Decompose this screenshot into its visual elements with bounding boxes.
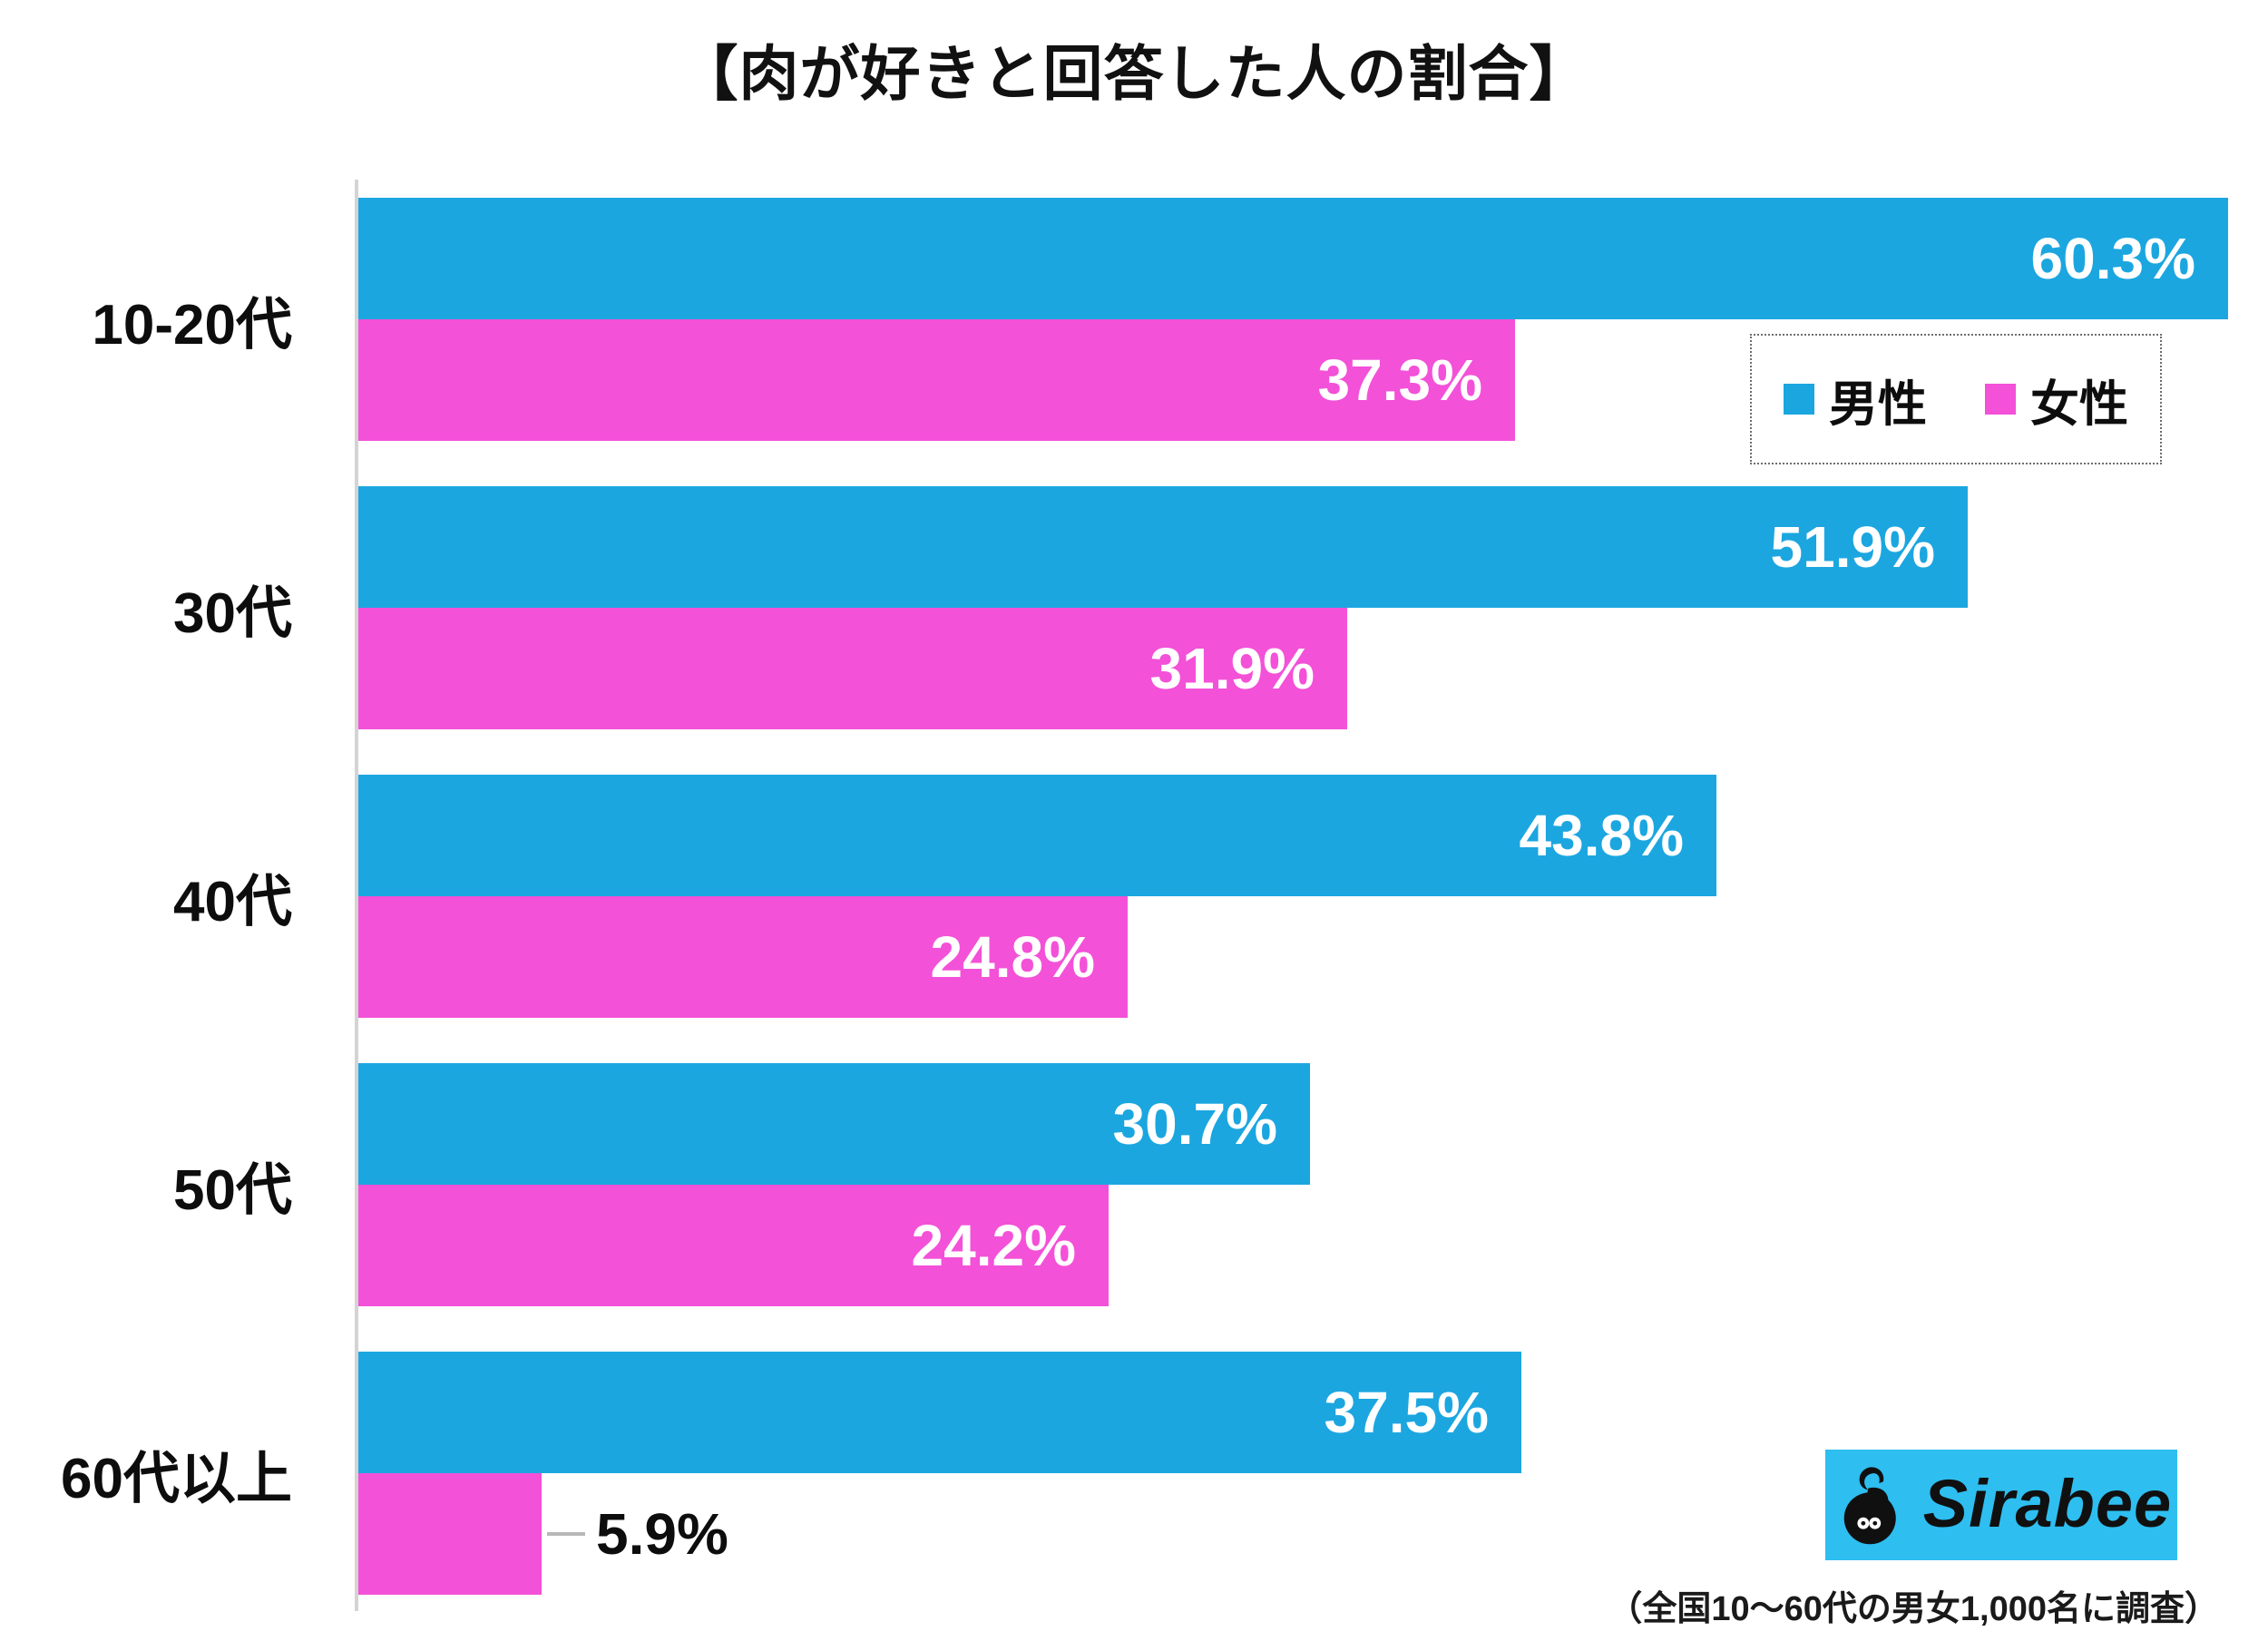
value-label: 51.9% <box>1770 514 1935 580</box>
value-label: 37.5% <box>1324 1380 1489 1445</box>
category-label-0: 10-20代 <box>92 294 292 357</box>
bar-女性-50代: 24.2% <box>358 1185 1109 1306</box>
value-label: 24.8% <box>930 924 1095 990</box>
legend-item-女性: 女性 <box>1985 364 2128 435</box>
value-label: 37.3% <box>1317 347 1482 413</box>
chart-title: 【肉が好きと回答した人の割合】 <box>678 40 1590 107</box>
sirabee-logo: Sirabee <box>1825 1450 2177 1560</box>
bar-男性-30代: 51.9% <box>358 486 1968 608</box>
bar-男性-40代: 43.8% <box>358 775 1716 896</box>
y-axis-line <box>355 180 358 1611</box>
value-label: 24.2% <box>911 1213 1076 1278</box>
legend-swatch-icon <box>1784 384 1814 415</box>
bar-女性-60代以上 <box>358 1473 542 1595</box>
value-label: 43.8% <box>1519 803 1684 868</box>
legend-label: 男性 <box>1829 376 1927 432</box>
value-label: 31.9% <box>1149 636 1315 701</box>
value-label-outside: 5.9% <box>596 1501 728 1567</box>
bar-女性-10-20代: 37.3% <box>358 319 1515 441</box>
legend-box: 男性 女性 <box>1750 334 2162 464</box>
bar-男性-10-20代: 60.3% <box>358 198 2228 319</box>
legend-label: 女性 <box>2030 376 2128 432</box>
sirabee-logo-text: Sirabee <box>1922 1465 2173 1541</box>
leader-line <box>547 1532 585 1536</box>
category-label-3: 50代 <box>173 1159 292 1222</box>
legend-item-男性: 男性 <box>1784 364 1927 435</box>
bar-男性-60代以上: 37.5% <box>358 1352 1521 1473</box>
value-label: 60.3% <box>2030 226 2195 291</box>
bar-女性-40代: 24.8% <box>358 896 1128 1018</box>
value-label: 30.7% <box>1112 1091 1277 1157</box>
bar-男性-50代: 30.7% <box>358 1063 1310 1185</box>
bar-女性-30代: 31.9% <box>358 608 1347 729</box>
survey-footnote: （全国10～60代の男女1,000名に調査） <box>1608 1590 2219 1628</box>
category-label-2: 40代 <box>173 871 292 933</box>
legend-swatch-icon <box>1985 384 2016 415</box>
category-label-4: 60代以上 <box>61 1448 292 1510</box>
category-label-1: 30代 <box>173 582 292 645</box>
sirabee-bee-icon <box>1843 1467 1896 1545</box>
